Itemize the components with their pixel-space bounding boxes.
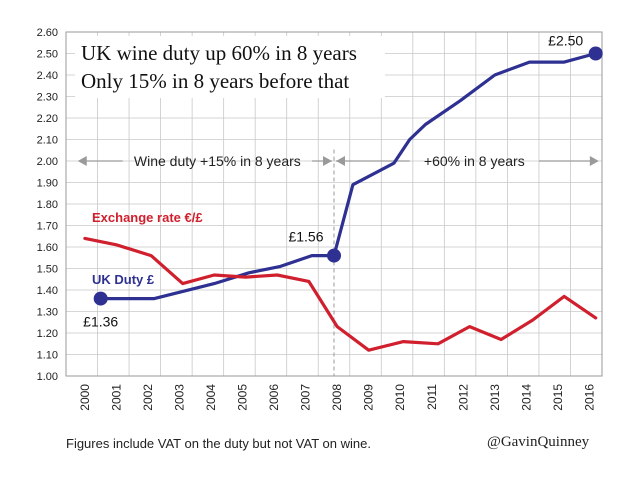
y-tick-label: 1.40 [37,285,58,297]
y-tick-label: 1.00 [37,371,58,383]
x-tick-label: 2014 [519,384,533,411]
y-tick-label: 2.50 [37,49,58,61]
y-tick-label: 1.50 [37,264,58,276]
arrowhead [589,156,599,166]
title-box [75,36,385,98]
y-tick-label: 2.10 [37,135,58,147]
y-tick-label: 2.30 [37,92,58,104]
y-tick-label: 1.90 [37,178,58,190]
y-tick-label: 1.30 [37,307,58,319]
x-tick-label: 2004 [204,384,218,411]
x-tick-label: 2000 [78,384,92,411]
series-label-uk-duty: UK Duty £ [92,272,155,287]
x-tick-label: 2010 [393,384,407,411]
y-tick-label: 1.20 [37,328,58,340]
arrowhead [77,156,87,166]
period-label-right: +60% in 8 years [424,153,525,169]
marker-label: £1.36 [83,314,118,330]
x-tick-label: 2006 [267,384,281,411]
series-line-exchange-rate [83,236,598,352]
x-tick-label: 2015 [551,384,565,411]
series-line-uk-duty [99,51,598,301]
chart-subtitle: Only 15% in 8 years before that [81,69,349,93]
arrowhead [336,156,345,166]
duty-marker [93,291,108,306]
series-label-exchange-rate: Exchange rate €/£ [92,210,203,225]
x-tick-label: 2016 [582,384,596,411]
y-tick-label: 2.40 [37,70,58,82]
chart-title: UK wine duty up 60% in 8 years [81,41,357,65]
x-tick-label: 2013 [488,384,502,411]
x-tick-label: 2002 [141,384,155,411]
duty-marker [327,248,341,263]
arrowhead [323,156,332,166]
y-tick-label: 2.00 [37,156,58,168]
marker-label: £1.56 [288,229,323,245]
y-tick-label: 1.70 [37,221,58,233]
footnote: Figures include VAT on the duty but not … [66,436,371,451]
x-tick-label: 2008 [330,384,344,411]
x-tick-label: 2011 [425,384,439,410]
y-tick-label: 2.20 [37,113,58,125]
y-tick-label: 1.80 [37,199,58,211]
period-label-left: Wine duty +15% in 8 years [134,153,301,169]
y-tick-label: 1.10 [37,350,58,362]
x-tick-label: 2001 [109,384,123,411]
y-tick-label: 2.60 [37,27,58,39]
x-tick-label: 2003 [173,384,187,411]
marker-label: £2.50 [548,33,583,49]
x-tick-label: 2009 [362,384,376,411]
duty-marker [588,46,603,61]
author-handle: @GavinQuinney [487,434,590,450]
x-tick-label: 2012 [456,384,470,411]
y-tick-label: 1.60 [37,242,58,254]
x-tick-label: 2007 [299,384,313,411]
x-tick-label: 2005 [236,384,250,411]
